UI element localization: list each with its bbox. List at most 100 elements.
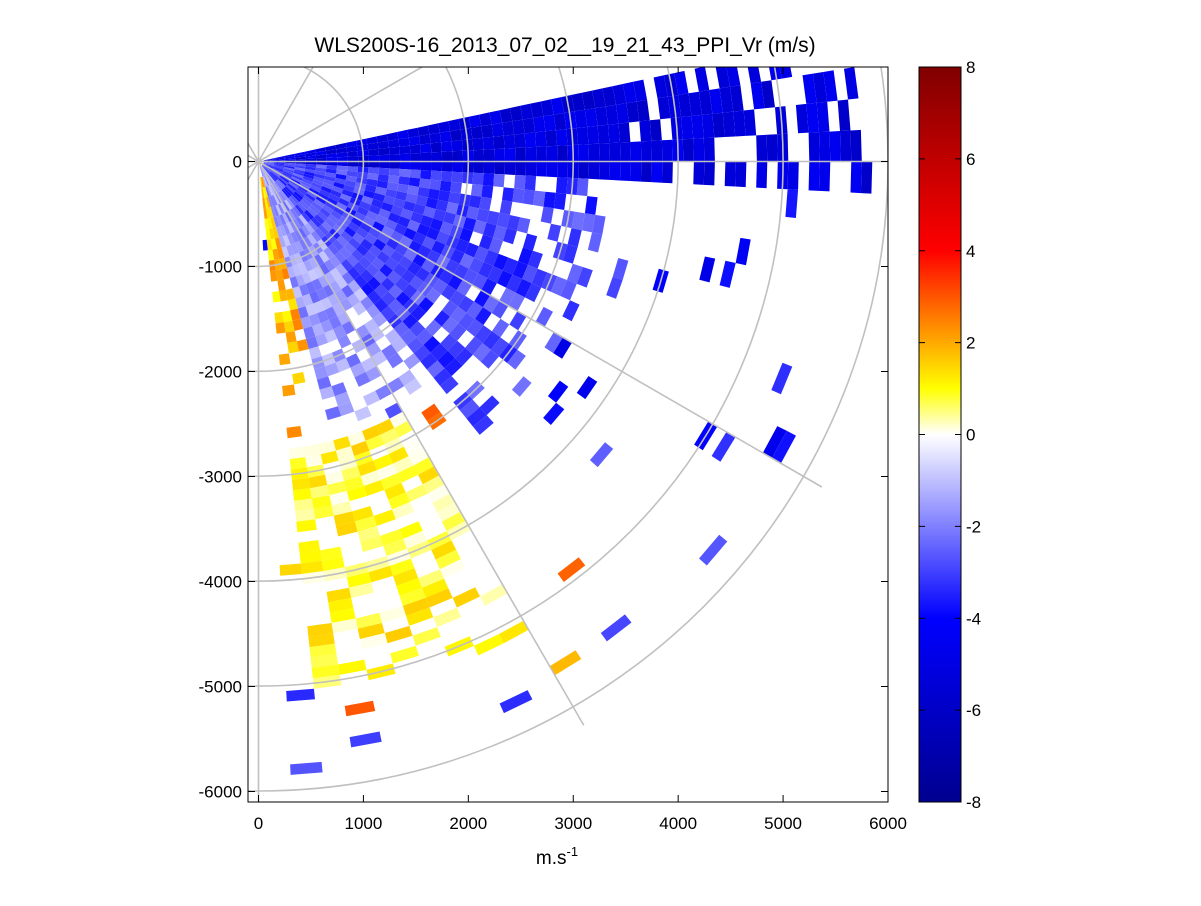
velocity-cell (282, 201, 290, 212)
velocity-cell (488, 237, 503, 254)
velocity-cell (294, 204, 305, 215)
velocity-cell (290, 194, 300, 205)
velocity-cell (535, 131, 547, 147)
velocity-cell (399, 161, 411, 170)
velocity-cell (319, 189, 331, 198)
velocity-cell (360, 296, 374, 311)
velocity-cell (366, 263, 380, 277)
velocity-cell (578, 144, 589, 162)
velocity-cell (719, 86, 734, 113)
velocity-cell (452, 587, 480, 608)
velocity-cell (318, 224, 329, 236)
velocity-cell (393, 321, 410, 337)
colorbar-ticks: 8 6 4 2 0 -2 -4 -6 -8 (919, 58, 981, 812)
velocity-cell (711, 431, 736, 462)
velocity-cell (278, 176, 289, 185)
velocity-cell (320, 297, 333, 311)
velocity-cell (289, 276, 299, 289)
velocity-cell (312, 179, 324, 186)
velocity-cell (376, 134, 388, 143)
colorbar-tick-label: -2 (966, 517, 981, 536)
velocity-cell (699, 256, 716, 283)
velocity-cell (592, 88, 606, 109)
velocity-cell (394, 277, 410, 292)
velocity-cell (385, 188, 397, 199)
velocity-cell (412, 627, 441, 646)
velocity-cell (588, 161, 600, 180)
velocity-cell (262, 187, 267, 198)
velocity-cell (567, 228, 582, 248)
velocity-cell (452, 150, 464, 162)
velocity-cell (502, 257, 519, 275)
velocity-cell (581, 90, 596, 110)
velocity-cell (450, 249, 465, 264)
velocity-cell (384, 328, 401, 345)
velocity-cell (295, 508, 316, 522)
velocity-cell (466, 301, 483, 319)
velocity-cell (276, 180, 285, 189)
velocity-cell (267, 185, 274, 196)
velocity-cell (612, 258, 629, 280)
velocity-cell (368, 565, 393, 583)
velocity-cell (375, 384, 393, 401)
velocity-cell (329, 255, 341, 268)
velocity-cell (536, 161, 547, 177)
velocity-cell (321, 556, 345, 572)
velocity-cell (294, 169, 305, 174)
velocity-cell (429, 179, 442, 191)
velocity-cell (360, 470, 381, 486)
velocity-cell (407, 219, 421, 232)
velocity-cell (536, 146, 547, 162)
velocity-cell (275, 269, 284, 281)
velocity-cell (458, 312, 475, 330)
velocity-cell (494, 148, 505, 162)
velocity-cell (303, 173, 315, 180)
velocity-cell (639, 120, 652, 142)
velocity-cell (267, 173, 275, 183)
velocity-cell (388, 168, 400, 177)
velocity-cell (310, 485, 330, 499)
velocity-cell (259, 166, 264, 177)
velocity-cell (432, 493, 456, 513)
velocity-cell (336, 235, 349, 247)
velocity-cell (691, 114, 704, 139)
velocity-cell (587, 125, 599, 145)
velocity-cell (504, 148, 516, 162)
velocity-cell (298, 540, 320, 554)
velocity-cell (276, 226, 283, 238)
velocity-cell (376, 180, 388, 189)
velocity-cell (408, 240, 423, 254)
velocity-cell (399, 587, 426, 606)
velocity-cell (387, 352, 404, 369)
velocity-cell (397, 465, 419, 483)
velocity-cell (413, 344, 431, 362)
velocity-cell (309, 643, 337, 658)
velocity-cell (702, 113, 715, 139)
velocity-cell (387, 270, 402, 285)
velocity-cell (473, 161, 485, 174)
velocity-cell (355, 612, 382, 629)
velocity-cell (315, 195, 327, 205)
velocity-cell (479, 112, 492, 127)
velocity-cell (283, 187, 292, 197)
velocity-cell (840, 130, 852, 162)
velocity-cell (337, 156, 348, 162)
velocity-cell (306, 207, 317, 218)
velocity-cell (618, 122, 631, 143)
velocity-cell (315, 167, 327, 173)
velocity-cell (324, 271, 336, 285)
y-tick-label: -2000 (199, 363, 242, 382)
velocity-cell (308, 257, 319, 270)
velocity-cell (347, 156, 359, 162)
velocity-cell (380, 202, 394, 213)
velocity-cell (311, 664, 340, 679)
velocity-cell (378, 147, 390, 156)
velocity-cell (403, 530, 428, 549)
velocity-cell (553, 337, 572, 359)
velocity-cell (329, 280, 342, 294)
velocity-cell (712, 112, 725, 138)
azimuth-ray (257, 161, 585, 726)
velocity-cell (279, 214, 287, 226)
velocity-cell (324, 217, 336, 229)
